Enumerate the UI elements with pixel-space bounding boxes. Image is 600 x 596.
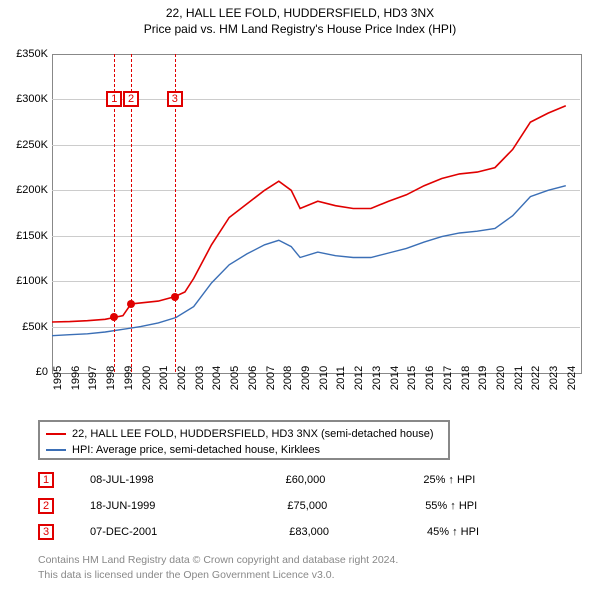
sale-marker-badge: 2 xyxy=(123,91,139,107)
sale-row: 2 18-JUN-1999 £75,000 55% ↑ HPI xyxy=(38,498,578,514)
sale-row: 1 08-JUL-1998 £60,000 25% ↑ HPI xyxy=(38,472,578,488)
sale-marker-dot xyxy=(171,293,179,301)
sale-price: £60,000 xyxy=(286,474,326,486)
sale-row: 3 07-DEC-2001 £83,000 45% ↑ HPI xyxy=(38,524,578,540)
sale-date: 18-JUN-1999 xyxy=(90,500,155,512)
sale-marker-dot xyxy=(127,300,135,308)
sale-badge: 3 xyxy=(38,524,54,540)
sale-marker-dot xyxy=(110,313,118,321)
sale-date: 07-DEC-2001 xyxy=(90,526,157,538)
sale-badge: 2 xyxy=(38,498,54,514)
sale-marker-badge: 1 xyxy=(106,91,122,107)
sale-badge: 1 xyxy=(38,472,54,488)
sale-pct: 25% ↑ HPI xyxy=(423,474,475,486)
sale-date: 08-JUL-1998 xyxy=(90,474,154,486)
sale-price: £83,000 xyxy=(289,526,329,538)
sale-price: £75,000 xyxy=(287,500,327,512)
sale-marker-badge: 3 xyxy=(167,91,183,107)
sale-pct: 55% ↑ HPI xyxy=(425,500,477,512)
sale-pct: 45% ↑ HPI xyxy=(427,526,479,538)
